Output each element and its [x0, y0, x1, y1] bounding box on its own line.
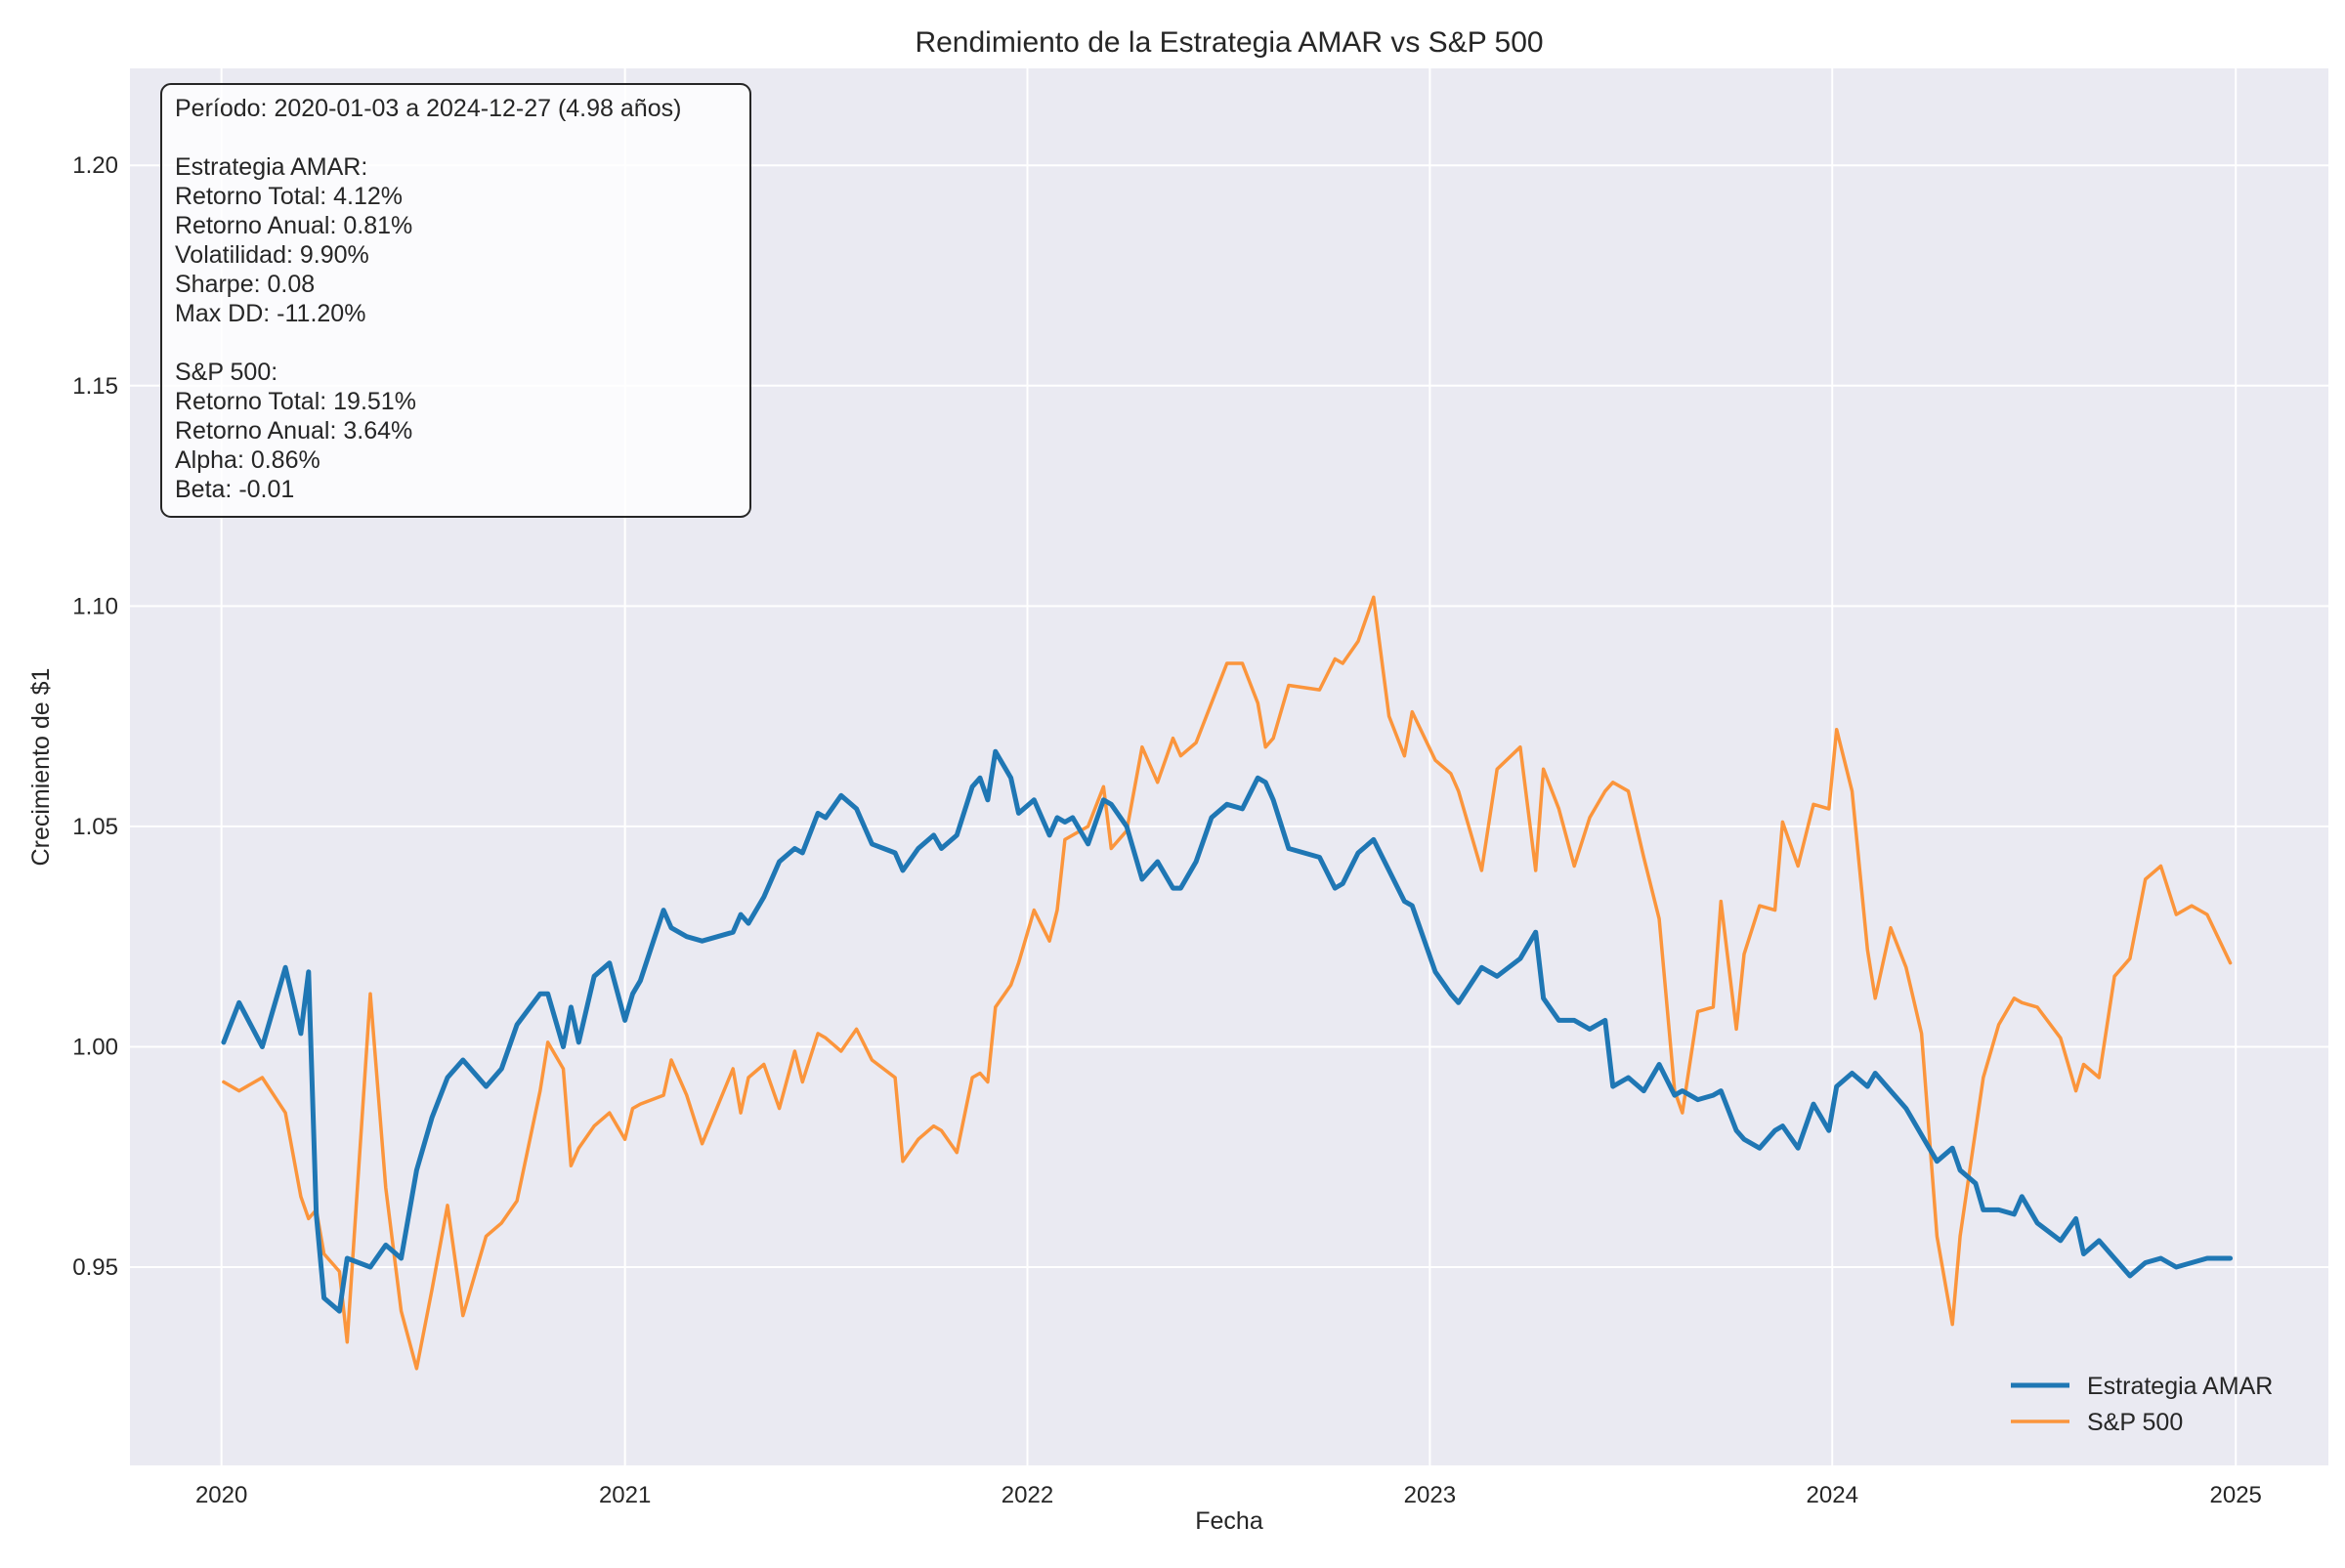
stats-line: Volatilidad: 9.90%: [175, 241, 369, 269]
chart-title: Rendimiento de la Estrategia AMAR vs S&P…: [915, 26, 1543, 59]
y-tick-label: 1.20: [72, 152, 118, 179]
stats-line: Sharpe: 0.08: [175, 271, 315, 298]
stats-line: Retorno Anual: 3.64%: [175, 417, 412, 445]
x-tick-label: 2020: [195, 1482, 247, 1508]
y-tick-label: 1.10: [72, 593, 118, 619]
x-tick-label: 2021: [599, 1482, 651, 1508]
stats-line: Retorno Total: 4.12%: [175, 183, 403, 210]
x-tick-label: 2022: [1002, 1482, 1053, 1508]
legend: Estrategia AMAR S&P 500: [2011, 1373, 2273, 1436]
y-tick-label: 0.95: [72, 1254, 118, 1281]
stats-line: Período: 2020-01-03 a 2024-12-27 (4.98 a…: [175, 95, 681, 122]
stats-box-frame: [160, 83, 751, 518]
stats-line: Retorno Anual: 0.81%: [175, 212, 412, 239]
y-tick-label: 1.00: [72, 1034, 118, 1060]
grid-lines: [130, 68, 2328, 1465]
stats-line: Estrategia AMAR:: [175, 153, 367, 181]
stats-line: Max DD: -11.20%: [175, 300, 365, 327]
stats-line: Beta: -0.01: [175, 476, 294, 503]
y-tick-label: 1.05: [72, 814, 118, 840]
stats-line: Retorno Total: 19.51%: [175, 388, 416, 415]
axes: 2020 2021 2022 2023 2024 2025 0.95 1.00 1.05 1.10…: [72, 152, 2262, 1508]
y-tick-label: 1.15: [72, 373, 118, 400]
series-line-amar: [221, 748, 2234, 1314]
legend-label: Estrategia AMAR: [2087, 1373, 2273, 1400]
series-layer: [221, 595, 2234, 1371]
stats-text: Período: 2020-01-03 a 2024-12-27 (4.98 a…: [175, 95, 681, 503]
series-line-sp500: [222, 595, 2233, 1371]
legend-label: S&P 500: [2087, 1409, 2183, 1436]
stats-box: Período: 2020-01-03 a 2024-12-27 (4.98 a…: [160, 83, 751, 518]
x-tick-label: 2024: [1807, 1482, 1858, 1508]
stats-line: Alpha: 0.86%: [175, 446, 320, 474]
stats-line: S&P 500:: [175, 359, 277, 386]
x-tick-label: 2025: [2210, 1482, 2262, 1508]
y-axis-label: Crecimiento de $1: [27, 668, 55, 867]
x-axis-label: Fecha: [1195, 1507, 1263, 1535]
x-tick-label: 2023: [1404, 1482, 1456, 1508]
